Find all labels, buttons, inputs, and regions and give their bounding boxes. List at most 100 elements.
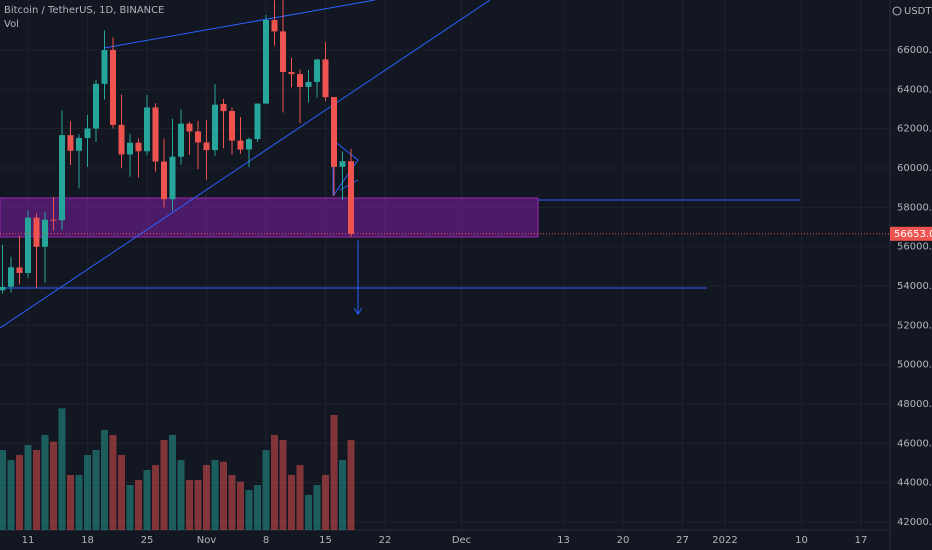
candle-body	[67, 135, 74, 151]
x-tick-label: 13	[557, 535, 570, 546]
candle-body	[254, 103, 261, 140]
x-tick-label: 18	[81, 535, 94, 546]
y-tick-label: 46000.00	[897, 438, 932, 449]
candle-body	[50, 219, 57, 221]
candle-body	[203, 142, 210, 151]
zone-rectangle	[0, 197, 539, 238]
volume-bar	[339, 460, 346, 530]
x-tick-label: 15	[319, 535, 332, 546]
candle-body	[76, 137, 82, 151]
candle-body	[263, 20, 269, 104]
candle-body	[16, 267, 23, 274]
candle-body	[42, 219, 48, 247]
candle-body	[297, 74, 303, 87]
candle-body	[212, 104, 218, 151]
volume-bar	[33, 450, 40, 530]
y-tick-label: 66000.00	[897, 45, 932, 56]
volume-bar	[305, 495, 312, 530]
candle-body	[339, 161, 346, 167]
volume-bar	[347, 440, 355, 530]
volume-bar	[135, 480, 142, 530]
y-tick-label: 64000.00	[897, 84, 932, 95]
x-tick-label: 25	[141, 535, 154, 546]
candle-body	[348, 161, 354, 234]
last-price-label: 56653.01	[894, 229, 932, 240]
volume-bar	[271, 435, 278, 530]
candle-body	[305, 81, 312, 87]
volume-bar	[0, 450, 6, 530]
y-tick-label: 56000.00	[897, 242, 932, 253]
drawn-pattern	[332, 138, 359, 197]
candle-body	[110, 49, 116, 125]
currency-icon	[892, 6, 902, 16]
candle-body	[135, 142, 142, 152]
volume-bar	[296, 465, 304, 530]
x-tick-label: Dec	[452, 535, 471, 546]
volume-bar	[262, 450, 270, 530]
candle-body	[322, 59, 329, 98]
candle-body	[33, 217, 40, 247]
candle-body	[0, 286, 6, 291]
volume-bar	[279, 440, 287, 530]
candle-body	[84, 128, 91, 138]
drawn-trend-line	[103, 0, 376, 49]
candle-body	[59, 135, 65, 221]
candle-body	[118, 124, 125, 155]
volume-bar	[177, 460, 185, 530]
volume-bar	[254, 485, 261, 530]
candle-body	[314, 59, 320, 82]
volume-bar	[118, 455, 125, 530]
volume-bar	[313, 485, 321, 530]
chart-title: Bitcoin / TetherUS, 1D, BINANCE	[4, 5, 164, 16]
volume-bar	[143, 470, 151, 530]
volume-bar	[330, 415, 338, 530]
candle-body	[152, 107, 159, 162]
last-price-tag	[890, 226, 932, 241]
volume-bar	[109, 435, 117, 530]
y-tick-label: 44000.00	[897, 478, 932, 489]
volume-bar	[92, 450, 100, 530]
volume-bar	[7, 460, 15, 530]
candle-body	[280, 31, 286, 72]
candle-body	[93, 83, 99, 129]
y-tick-label: 48000.00	[897, 399, 932, 410]
candle-body	[178, 123, 184, 157]
volume-bar	[84, 455, 91, 530]
drawn-trend-line	[0, 0, 491, 329]
candle-body	[186, 123, 193, 132]
volume-bar	[211, 460, 219, 530]
drawn-arrow-head	[353, 307, 363, 315]
volume-bar	[41, 435, 49, 530]
y-tick-label: 52000.00	[897, 320, 932, 331]
volume-bar	[237, 481, 244, 530]
volume-bar	[152, 465, 159, 530]
candle-body	[195, 131, 201, 143]
volume-bar	[194, 480, 202, 530]
candle-body	[8, 267, 14, 287]
candle-body	[237, 140, 244, 150]
x-tick-label: 22	[379, 535, 392, 546]
x-tick-label: 27	[676, 535, 689, 546]
candle-body	[331, 97, 337, 167]
x-tick-label: 2022	[712, 535, 737, 546]
x-tick-label: 11	[22, 535, 35, 546]
volume-bar	[322, 475, 329, 530]
volume-bar	[169, 435, 176, 530]
currency-label: USDT	[904, 6, 932, 17]
volume-bar	[75, 475, 83, 530]
x-tick-label: 8	[263, 535, 269, 546]
volume-bar	[228, 475, 236, 530]
x-tick-label: 20	[617, 535, 630, 546]
volume-bar	[101, 430, 108, 530]
candle-body	[144, 107, 150, 152]
y-tick-label: 58000.00	[897, 202, 932, 213]
volume-bar	[16, 455, 23, 530]
y-tick-label: 60000.00	[897, 163, 932, 174]
x-tick-label: 10	[795, 535, 808, 546]
volume-bar	[220, 461, 227, 530]
x-tick-label: 17	[855, 535, 868, 546]
y-tick-label: 42000.00	[897, 517, 932, 528]
y-tick-label: 50000.00	[897, 360, 932, 371]
volume-bar	[288, 475, 295, 530]
